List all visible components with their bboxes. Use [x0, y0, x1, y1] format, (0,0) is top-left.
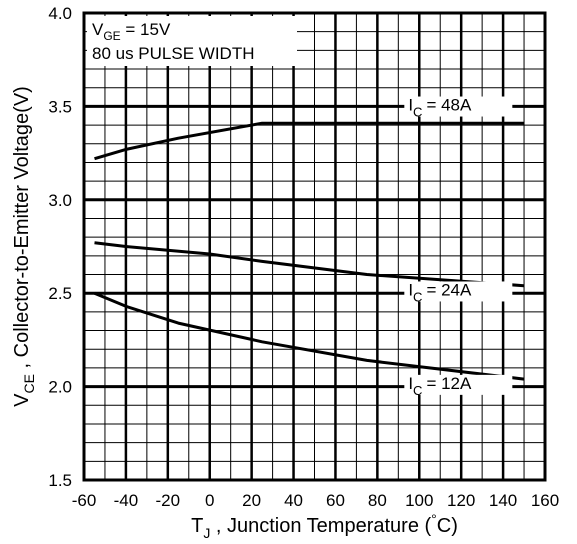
x-tick-label: 80 [368, 491, 387, 510]
series-label-background [404, 96, 513, 117]
series-lines [93, 121, 525, 381]
series-label-background [404, 281, 513, 302]
plot-frame [82, 11, 547, 482]
x-tick-label: 140 [489, 491, 517, 510]
y-tick-label: 3.5 [48, 97, 72, 116]
test-conditions: VGE = 15V 80 us PULSE WIDTH [87, 16, 297, 66]
series-label-24A: IC = 24A [408, 280, 472, 304]
series-line-48A [94, 121, 524, 161]
y-tick-label: 2.0 [48, 378, 72, 397]
x-tick-label: 120 [447, 491, 475, 510]
series-line-24A [94, 241, 525, 288]
tick-labels: -60 -40 -20 0 20 40 60 80 100 120 140 160 1.5 2.0 2.5 3… [48, 4, 559, 510]
x-tick-label: -40 [114, 491, 139, 510]
x-tick-label: 40 [284, 491, 303, 510]
series-label-12A: IC = 12A [408, 374, 472, 398]
y-axis-label: VCE , Collector-to-Emitter Voltage(V) [11, 86, 37, 407]
series-label-48A: IC = 48A [408, 96, 472, 120]
y-tick-label: 1.5 [48, 471, 72, 490]
y-tick-label: 2.5 [48, 284, 72, 303]
test-conditions-background [87, 16, 297, 66]
series-labels: IC = 48A IC = 24A IC = 12A [404, 96, 513, 398]
y-tick-label: 3.0 [48, 191, 72, 210]
x-tick-label: -20 [156, 491, 181, 510]
x-tick-label: 20 [242, 491, 261, 510]
x-tick-label: 160 [531, 491, 559, 510]
x-axis-label: TJ , Junction Temperature (°C) [191, 511, 458, 541]
x-tick-label: 0 [205, 491, 214, 510]
series-label-background [404, 374, 513, 395]
y-tick-label: 4.0 [48, 4, 72, 23]
series-line-12A [93, 291, 525, 381]
grid [84, 13, 545, 480]
x-tick-label: 60 [326, 491, 345, 510]
x-tick-label: 100 [405, 491, 433, 510]
x-tick-label: -60 [72, 491, 97, 510]
condition-pulse-width: 80 us PULSE WIDTH [92, 44, 255, 63]
condition-vge: VGE = 15V [92, 20, 171, 43]
